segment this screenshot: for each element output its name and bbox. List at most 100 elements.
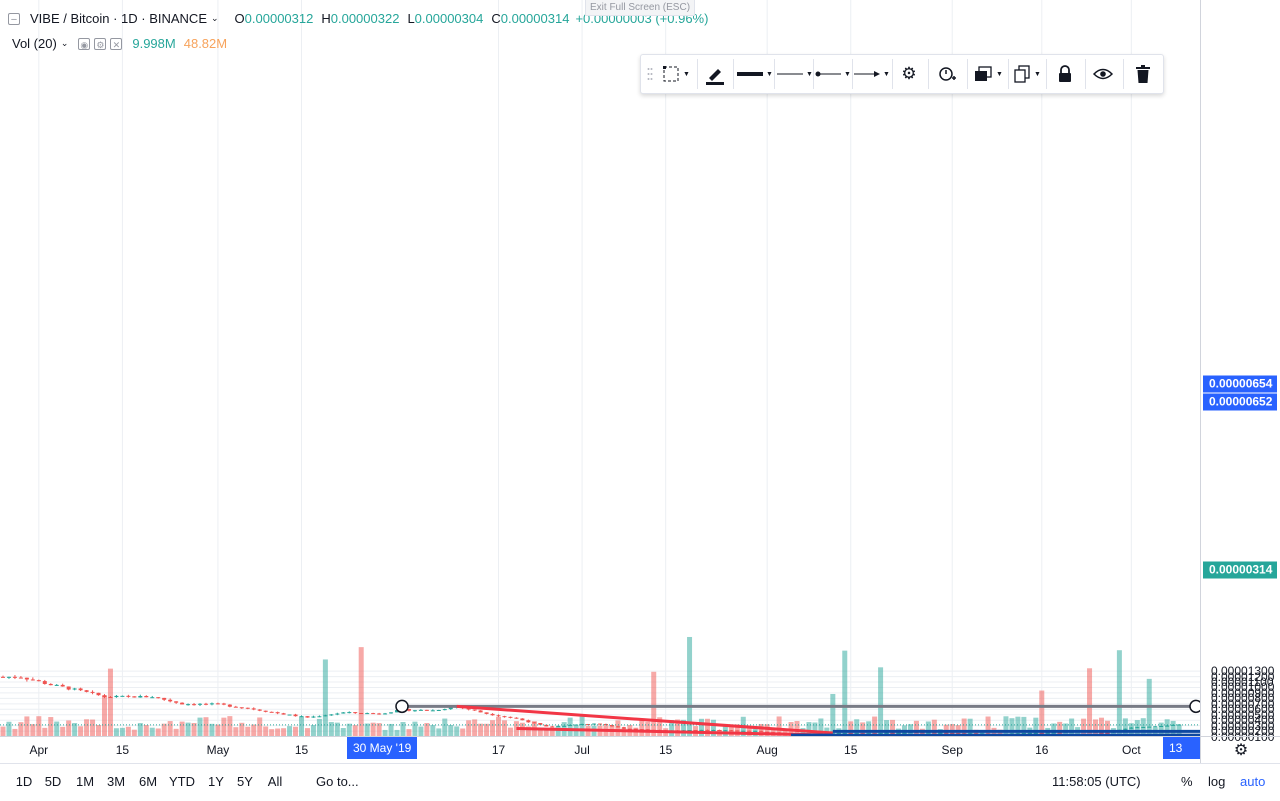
range-button-3m[interactable]: 3M xyxy=(106,774,126,789)
candle-body xyxy=(723,730,728,732)
percent-scale-toggle[interactable]: % xyxy=(1181,774,1193,789)
range-button-ytd[interactable]: YTD xyxy=(169,774,195,789)
volume-bar xyxy=(66,720,72,736)
candle-body xyxy=(627,728,632,730)
volume-bar xyxy=(1164,719,1170,736)
price-axis[interactable]: 0.00001300 0.00001200 0.00001100 0.00001000… xyxy=(1200,0,1280,744)
volume-bar xyxy=(866,721,872,736)
close-icon[interactable]: ✕ xyxy=(110,37,123,50)
candle-body xyxy=(430,710,435,712)
range-button-1m[interactable]: 1M xyxy=(75,774,95,789)
volume-bar xyxy=(806,722,812,736)
candle-body xyxy=(353,712,358,714)
candle-body xyxy=(263,710,268,712)
log-scale-toggle[interactable]: log xyxy=(1208,774,1226,789)
volume-bar xyxy=(6,721,12,736)
candle-body xyxy=(406,709,411,711)
volume-bar xyxy=(370,722,376,736)
candle-body xyxy=(30,679,35,681)
price-tick-label: 0.00000200 xyxy=(1211,724,1275,739)
last-price-tag: 0.00000314 xyxy=(1203,561,1277,579)
exit-fullscreen-hint[interactable]: Exit Full Screen (ESC) xyxy=(585,0,696,16)
volume-bar xyxy=(1069,718,1075,736)
trash-icon[interactable] xyxy=(1131,62,1155,86)
candle-body xyxy=(311,716,316,718)
volume-bar xyxy=(0,726,6,736)
volume-bar xyxy=(1051,723,1057,736)
volume-bar xyxy=(113,728,119,736)
collapse-legend-icon[interactable]: − xyxy=(8,12,20,26)
volume-bar xyxy=(137,723,143,736)
chart-pane[interactable]: − VIBE / Bitcoin · 1D · BINANCE ⌄ O 0.00… xyxy=(0,0,1200,736)
eye-icon[interactable]: ◉ xyxy=(78,37,91,50)
alert-icon[interactable] xyxy=(934,62,960,86)
visibility-icon[interactable] xyxy=(1091,62,1115,86)
volume-bar xyxy=(257,717,263,736)
range-button-all[interactable]: All xyxy=(267,774,283,789)
candle-body xyxy=(132,696,137,698)
candlestick-chart[interactable] xyxy=(0,0,1200,736)
volume-bar xyxy=(501,720,507,736)
range-button-5y[interactable]: 5Y xyxy=(237,774,253,789)
line-style-icon[interactable]: ▼ xyxy=(777,70,813,78)
volume-bar xyxy=(967,718,973,736)
clone-icon[interactable]: ▼ xyxy=(1011,62,1043,86)
volume-bar xyxy=(340,728,346,736)
candle-body xyxy=(1129,727,1134,729)
select-area-icon[interactable]: ▼ xyxy=(661,62,691,86)
auto-scale-toggle[interactable]: auto xyxy=(1240,774,1266,789)
drawing-anchor-handle xyxy=(395,699,409,714)
candle-body xyxy=(693,729,698,731)
volume-bar xyxy=(352,725,358,736)
candle-body xyxy=(1165,725,1170,727)
volume-bar xyxy=(549,729,555,736)
line-start-icon[interactable]: ▼ xyxy=(815,62,851,86)
volume-bar xyxy=(310,725,316,736)
volume-bar xyxy=(507,727,513,736)
line-end-icon[interactable]: ▼ xyxy=(854,62,890,86)
volume-label[interactable]: Vol (20) xyxy=(12,36,57,51)
volume-bar xyxy=(12,728,18,736)
drag-handle-icon[interactable] xyxy=(645,62,655,86)
line-width-icon[interactable]: ▼ xyxy=(737,62,773,86)
pencil-color-icon[interactable] xyxy=(701,62,729,86)
volume-bar xyxy=(101,695,107,736)
volume-bar xyxy=(173,728,179,736)
range-button-1y[interactable]: 1Y xyxy=(208,774,224,789)
chart-settings-gear-icon[interactable]: ⚙ xyxy=(1200,736,1280,763)
volume-bar xyxy=(1081,718,1087,736)
candle-body xyxy=(609,725,614,727)
volume-bar xyxy=(400,722,406,736)
settings-icon[interactable]: ⚙ xyxy=(901,64,917,83)
time-tick-label: 16 xyxy=(1035,743,1049,757)
volume-bar xyxy=(496,716,502,736)
volume-bar xyxy=(436,728,442,736)
symbol-title[interactable]: VIBE / Bitcoin · 1D · BINANCE xyxy=(30,11,207,26)
volume-bar xyxy=(1003,716,1009,736)
gear-icon[interactable]: ⚙ xyxy=(94,37,107,50)
volume-bar xyxy=(860,722,866,736)
candle-body xyxy=(36,680,41,682)
candle-body xyxy=(1021,733,1026,735)
candle-body xyxy=(484,712,489,714)
visual-order-icon[interactable]: ▼ xyxy=(971,62,1005,86)
volume-bar xyxy=(442,718,448,736)
time-axis[interactable]: Apr 15 May 15 17 Jul 15 Aug 15 Sep 16 Oct 30 May '1… xyxy=(0,736,1200,777)
range-button-1d[interactable]: 1D xyxy=(15,774,33,789)
candle-body xyxy=(502,716,507,718)
candle-body xyxy=(120,695,125,697)
lock-icon[interactable] xyxy=(1053,62,1077,86)
goto-date-button[interactable]: Go to... xyxy=(316,774,359,789)
chevron-down-icon[interactable]: ⌄ xyxy=(60,38,69,48)
volume-bar xyxy=(72,723,78,736)
chevron-down-icon[interactable]: ⌄ xyxy=(211,13,219,23)
candle-body xyxy=(759,730,764,732)
clock-display[interactable]: 11:58:05 (UTC) xyxy=(1052,774,1141,789)
volume-bar xyxy=(681,719,687,736)
candle-body xyxy=(412,710,417,712)
volume-bar xyxy=(233,727,239,736)
range-button-5d[interactable]: 5D xyxy=(44,774,62,789)
volume-bar xyxy=(167,721,173,736)
range-button-6m[interactable]: 6M xyxy=(138,774,158,789)
toolbar-separator xyxy=(813,59,814,89)
